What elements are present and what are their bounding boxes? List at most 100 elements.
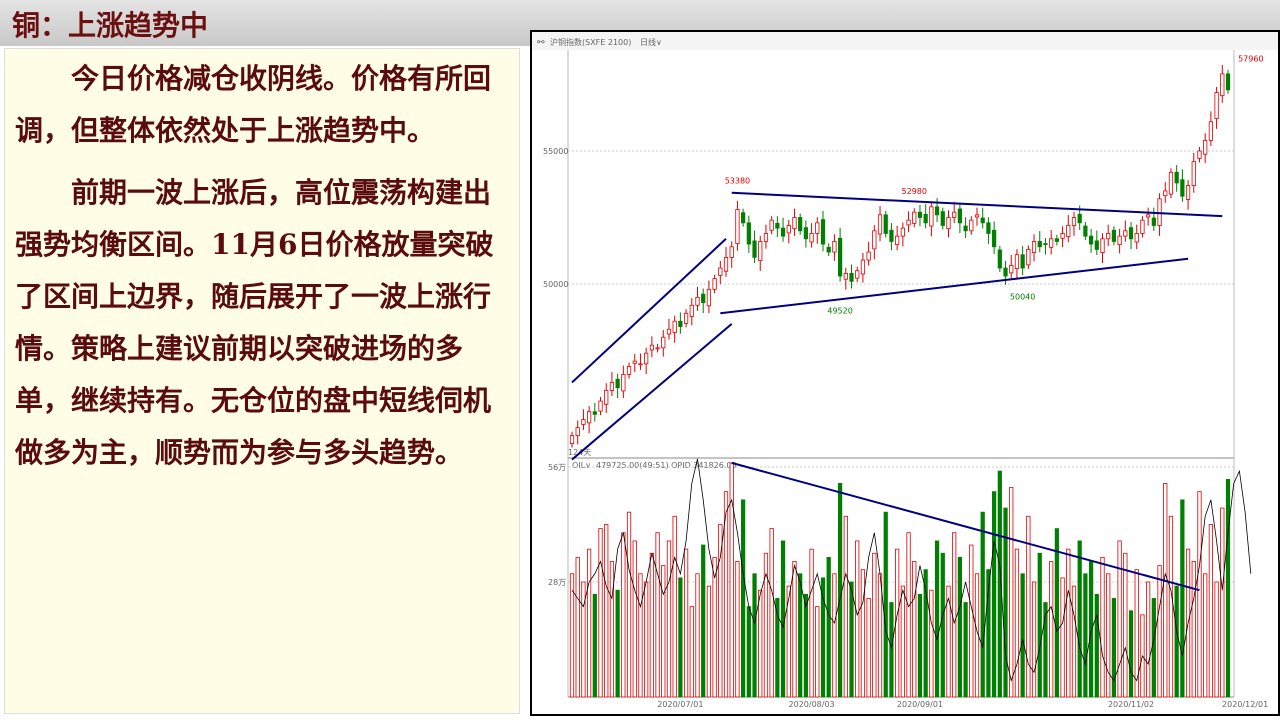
volume-bar bbox=[1037, 552, 1042, 698]
volume-bar bbox=[1220, 507, 1225, 698]
candle bbox=[1220, 73, 1225, 97]
date-tick-label: 2020/12/01 bbox=[1222, 700, 1268, 709]
volume-bar bbox=[1214, 581, 1219, 698]
volume-bar bbox=[1117, 540, 1122, 698]
candle bbox=[1106, 233, 1111, 240]
candle bbox=[860, 259, 866, 275]
volume-bar bbox=[877, 573, 883, 698]
candle bbox=[672, 320, 677, 333]
date-tick-label: 2020/08/03 bbox=[789, 700, 835, 709]
candle bbox=[820, 219, 826, 245]
candle bbox=[701, 293, 706, 304]
price-annotation: 50040 bbox=[1010, 293, 1035, 302]
volume-bar bbox=[1026, 515, 1031, 698]
candle bbox=[1009, 264, 1014, 274]
candlestick-chart[interactable]: ⚯ 沪铜指数(SXFE 2100) 日线∨ 124天 OIL∨ 479725.0… bbox=[532, 32, 1278, 714]
price-annotation: 49520 bbox=[827, 306, 852, 315]
volume-bar bbox=[872, 552, 877, 698]
volume-bar bbox=[741, 499, 746, 698]
candle bbox=[598, 400, 603, 412]
volume-bar bbox=[849, 581, 854, 698]
volume-indicator-values: 479725.00(49:51) OPID 341826.00 bbox=[596, 461, 737, 470]
candle bbox=[723, 256, 729, 272]
volume-bar bbox=[718, 524, 723, 698]
candle bbox=[792, 217, 797, 230]
volume-bar bbox=[1043, 602, 1048, 698]
candle bbox=[940, 211, 945, 226]
volume-bar bbox=[798, 573, 803, 698]
period-dropdown[interactable]: 日线∨ bbox=[640, 37, 662, 47]
candle bbox=[1123, 230, 1128, 237]
candle bbox=[769, 219, 774, 231]
candle bbox=[581, 419, 586, 425]
commentary-paragraph-2: 前期一波上涨后，高位震荡构建出强势均衡区间。11月6日价格放量突破了区间上边界，… bbox=[15, 176, 494, 469]
volume-bar bbox=[712, 556, 717, 698]
candle bbox=[1088, 235, 1094, 245]
volume-bar bbox=[1100, 556, 1105, 698]
volume-bar bbox=[997, 470, 1002, 698]
candle bbox=[1037, 241, 1042, 248]
candle bbox=[832, 241, 837, 253]
volume-bar bbox=[729, 462, 734, 698]
volume-bar bbox=[632, 540, 637, 698]
candle bbox=[849, 272, 854, 282]
volume-bar bbox=[1168, 515, 1174, 698]
commentary-paragraph-1: 今日价格减仓收阴线。价格有所回调，但整体依然处于上涨趋势中。 bbox=[15, 62, 492, 147]
candle bbox=[689, 304, 694, 317]
candle bbox=[621, 374, 626, 392]
volume-bar bbox=[746, 606, 751, 698]
candle bbox=[604, 389, 609, 405]
candle bbox=[986, 222, 991, 234]
volume-bar bbox=[735, 561, 740, 698]
volume-bar bbox=[587, 548, 592, 698]
volume-bar bbox=[1071, 585, 1077, 698]
candle bbox=[752, 240, 757, 258]
candle bbox=[992, 229, 997, 248]
candle bbox=[1134, 233, 1139, 243]
candle bbox=[695, 296, 700, 306]
candle bbox=[1163, 190, 1168, 197]
volume-bar bbox=[581, 581, 586, 698]
candle bbox=[1214, 92, 1219, 119]
volume-bar bbox=[1146, 581, 1151, 698]
volume-bar bbox=[843, 515, 848, 698]
commentary-panel: 今日价格减仓收阴线。价格有所回调，但整体依然处于上涨趋势中。 前期一波上涨后，高… bbox=[4, 48, 520, 714]
candle bbox=[872, 230, 877, 250]
volume-bar bbox=[860, 569, 866, 698]
volume-bar bbox=[957, 556, 963, 698]
volume-bar bbox=[1203, 573, 1208, 698]
volume-indicator-dropdown[interactable]: OIL∨ bbox=[572, 461, 591, 470]
volume-bar bbox=[683, 548, 689, 698]
candle bbox=[763, 233, 769, 242]
price-annotation: 53380 bbox=[725, 176, 750, 185]
volume-bar bbox=[1111, 598, 1117, 698]
volume-bar bbox=[1157, 565, 1162, 698]
symbol-label[interactable]: 沪铜指数(SXFE 2100) bbox=[550, 37, 631, 47]
price-tick-label: 55000 bbox=[543, 147, 568, 156]
candle bbox=[638, 363, 643, 366]
volume-bar bbox=[644, 581, 649, 698]
candle bbox=[1185, 185, 1191, 200]
volume-bar bbox=[604, 524, 609, 698]
slide-title: 铜：上涨趋势中 bbox=[12, 9, 209, 42]
volume-bar bbox=[934, 540, 940, 698]
volume-bar bbox=[592, 593, 597, 698]
candle bbox=[1128, 227, 1134, 240]
candle bbox=[1117, 235, 1122, 246]
volume-bar bbox=[1066, 548, 1071, 698]
trendline bbox=[720, 257, 1189, 315]
candle bbox=[837, 237, 843, 277]
candle bbox=[952, 211, 957, 218]
volume-bar bbox=[803, 593, 808, 698]
trendline bbox=[731, 461, 1200, 592]
volume-bar bbox=[1088, 561, 1094, 698]
candle bbox=[957, 208, 963, 224]
volume-bar bbox=[666, 540, 672, 698]
candle bbox=[843, 272, 848, 280]
candle bbox=[626, 366, 632, 375]
volume-bar bbox=[809, 548, 814, 698]
candle bbox=[900, 227, 905, 237]
link-icon[interactable]: ⚯ bbox=[537, 38, 545, 48]
volume-bar bbox=[1123, 552, 1128, 698]
candle bbox=[866, 251, 871, 261]
